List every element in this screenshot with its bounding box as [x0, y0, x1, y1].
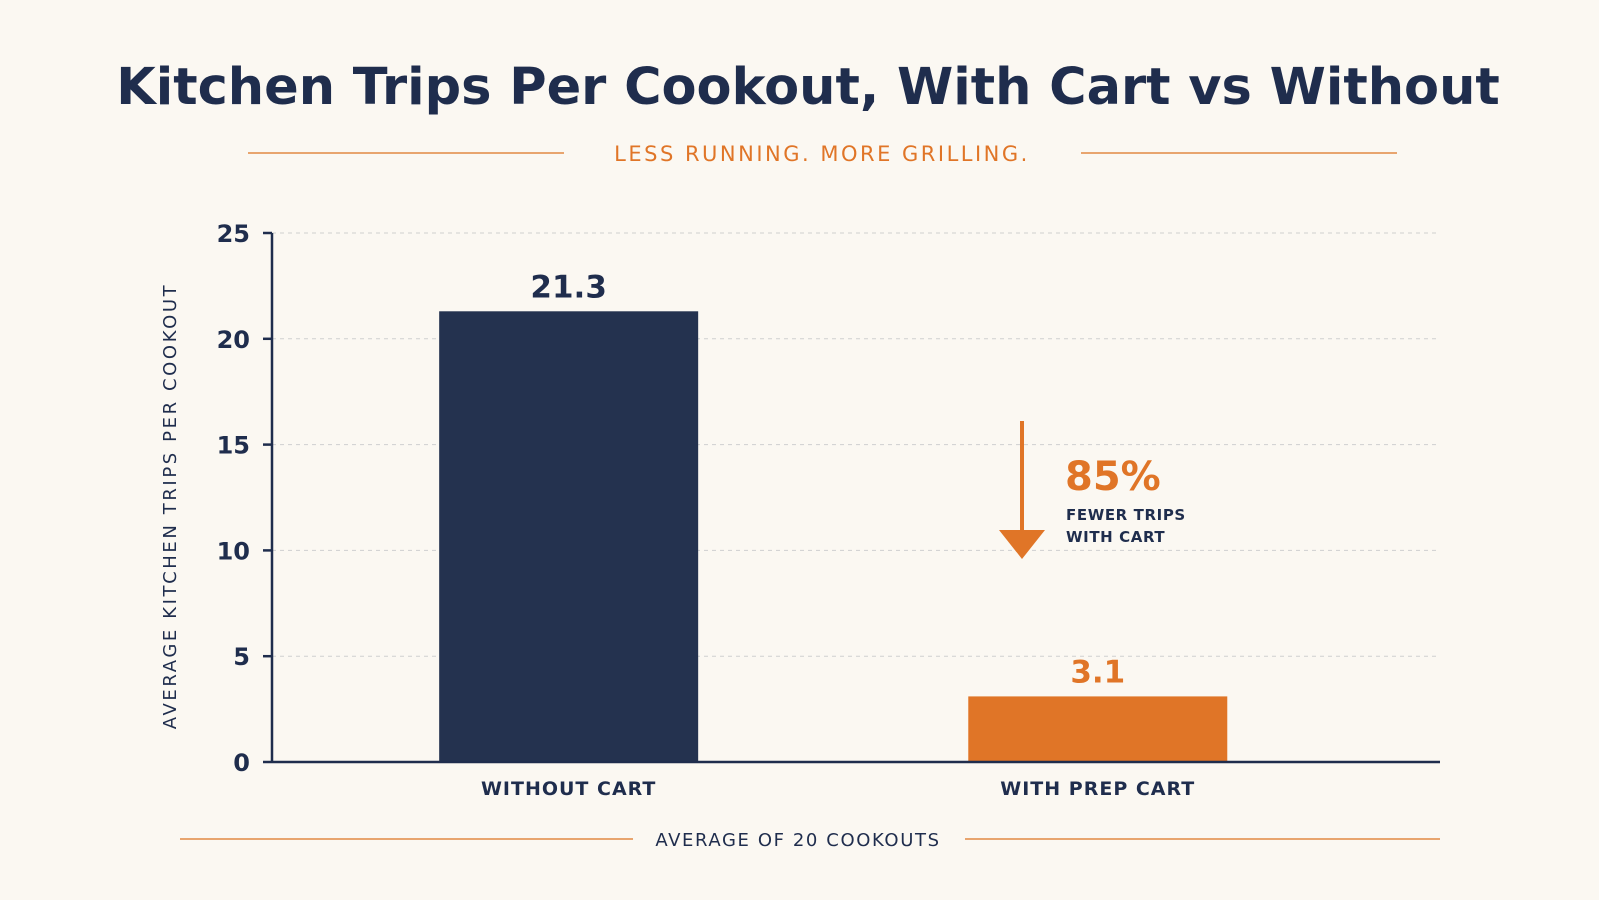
y-tick-label: 15: [217, 432, 250, 460]
y-tick-label: 0: [233, 749, 250, 777]
y-tick-label: 10: [217, 537, 250, 565]
annotation-line-1: FEWER TRIPS: [1066, 506, 1186, 524]
x-category-label: WITH PREP CART: [1000, 778, 1195, 800]
chart-subtitle: LESS RUNNING. MORE GRILLING.: [614, 142, 1030, 166]
bar-1: [439, 311, 699, 762]
y-tick-label: 20: [217, 326, 250, 354]
bar-value-label: 21.3: [530, 269, 607, 305]
y-axis-ticks: 0 5 10 15 20 25: [217, 220, 272, 777]
y-axis-label: AVERAGE KITCHEN TRIPS PER COOKOUT: [160, 283, 181, 730]
annotation-percent: 85%: [1065, 454, 1161, 500]
down-arrow-icon: [999, 421, 1045, 559]
footnote: AVERAGE OF 20 COOKOUTS: [655, 830, 940, 851]
chart-title: Kitchen Trips Per Cookout, With Cart vs …: [116, 58, 1500, 117]
y-tick-label: 25: [217, 220, 250, 248]
y-tick-label: 5: [233, 643, 250, 671]
x-category-label: WITHOUT CART: [481, 778, 656, 800]
annotation-line-2: WITH CART: [1066, 528, 1165, 546]
bars: 21.3 WITHOUT CART 3.1 WITH PREP CART: [439, 269, 1228, 800]
bar-2: [968, 696, 1228, 762]
bar-value-label: 3.1: [1070, 654, 1125, 690]
